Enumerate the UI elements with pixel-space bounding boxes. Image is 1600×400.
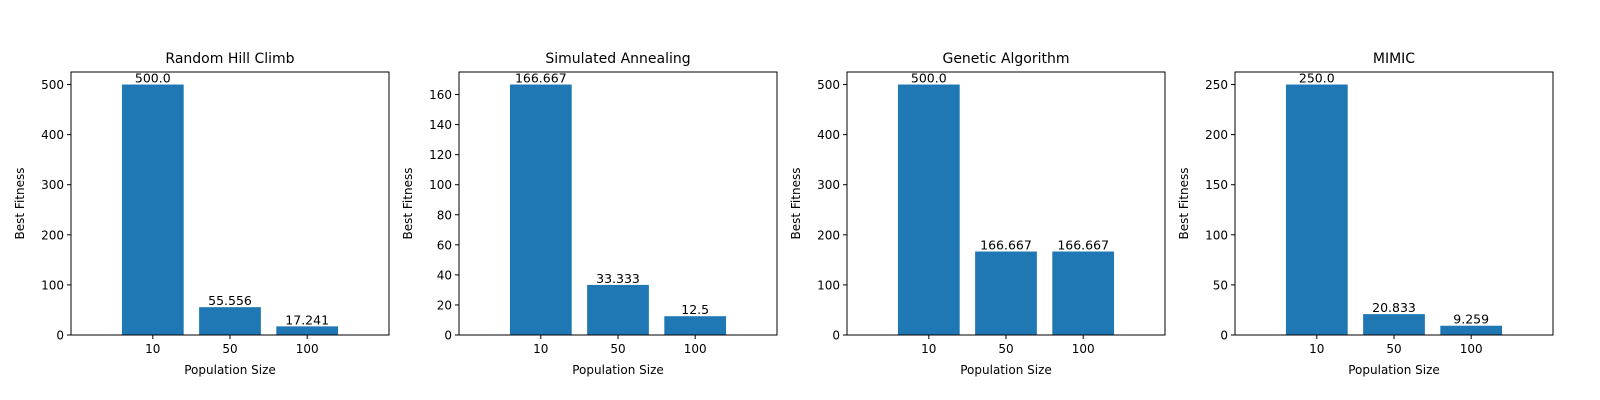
y-tick-label: 140	[429, 118, 452, 132]
x-tick-label: 10	[921, 342, 936, 356]
bar	[509, 84, 572, 335]
bar	[199, 307, 261, 335]
bar	[897, 84, 960, 336]
y-tick-label: 160	[429, 88, 452, 102]
y-tick-label: 0	[444, 329, 452, 343]
y-axis-label: Best Fitness	[1177, 168, 1191, 240]
bar	[1285, 84, 1348, 336]
x-tick-label: 50	[1386, 342, 1401, 356]
y-tick-label: 120	[429, 148, 452, 162]
chart-panel: 10 50 100 0 100 200 300 400 500 500.0 55.556 17.241…	[13, 51, 390, 377]
bar-value-label: 166.667	[1057, 238, 1109, 253]
bar	[587, 284, 649, 335]
y-tick-label: 200	[41, 228, 64, 242]
bar	[1440, 325, 1503, 335]
bar	[1052, 251, 1115, 335]
chart-title: Random Hill Climb	[165, 51, 294, 67]
y-tick-label: 80	[437, 208, 452, 222]
y-tick-label: 0	[832, 329, 840, 343]
bar-value-label: 500.0	[911, 71, 947, 86]
x-axis-label: Population Size	[960, 363, 1052, 377]
y-tick-label: 500	[817, 78, 840, 92]
chart-panel: 10 50 100 0 20 40 60 80 100 120 140 160 166.667 33.33…	[401, 51, 778, 377]
y-tick-label: 50	[1213, 278, 1228, 292]
x-tick-label: 50	[998, 342, 1013, 356]
bar-value-label: 33.333	[596, 271, 640, 286]
x-tick-label: 50	[610, 342, 625, 356]
x-tick-label: 100	[684, 342, 707, 356]
bar-value-label: 20.833	[1372, 300, 1416, 315]
y-tick-label: 250	[1205, 78, 1228, 92]
y-tick-label: 20	[437, 298, 452, 312]
y-tick-label: 150	[1205, 178, 1228, 192]
bar	[276, 326, 339, 335]
x-tick-label: 100	[296, 342, 319, 356]
bar-value-label: 12.5	[681, 302, 709, 317]
y-axis-label: Best Fitness	[13, 168, 27, 240]
x-axis-label: Population Size	[1348, 363, 1440, 377]
axes-frame	[1234, 71, 1554, 336]
y-axis-label: Best Fitness	[401, 168, 415, 240]
y-tick-label: 0	[1220, 329, 1228, 343]
chart-title: Simulated Annealing	[545, 51, 690, 67]
y-tick-label: 400	[817, 128, 840, 142]
y-tick-label: 500	[41, 78, 64, 92]
bar-value-label: 250.0	[1299, 71, 1335, 86]
chart-title: Genetic Algorithm	[942, 51, 1069, 67]
x-tick-label: 100	[1460, 342, 1483, 356]
y-tick-label: 200	[817, 228, 840, 242]
bar-value-label: 166.667	[515, 71, 567, 86]
chart-panel: 10 50 100 0 100 200 300 400 500 500.0 166.667 166.6…	[789, 51, 1166, 377]
chart-panel: 10 50 100 0 50 100 150 200 250 250.0 20.833 9.259 MI…	[1177, 51, 1554, 377]
bar	[121, 84, 184, 336]
y-tick-label: 100	[817, 278, 840, 292]
y-tick-label: 300	[817, 178, 840, 192]
y-tick-label: 400	[41, 128, 64, 142]
bar-value-label: 55.556	[208, 293, 252, 308]
x-tick-label: 10	[1309, 342, 1324, 356]
bar-value-label: 9.259	[1453, 312, 1489, 327]
bar-value-label: 17.241	[285, 312, 329, 327]
y-tick-label: 100	[1205, 228, 1228, 242]
chart-title: MIMIC	[1373, 51, 1415, 67]
x-axis-label: Population Size	[184, 363, 276, 377]
y-tick-label: 100	[429, 178, 452, 192]
x-tick-label: 10	[145, 342, 160, 356]
bar-value-label: 500.0	[135, 71, 171, 86]
x-tick-label: 100	[1072, 342, 1095, 356]
x-tick-label: 10	[533, 342, 548, 356]
y-tick-label: 200	[1205, 128, 1228, 142]
x-tick-label: 50	[222, 342, 237, 356]
bar	[975, 251, 1037, 335]
bar	[1363, 314, 1425, 335]
bar-value-label: 166.667	[980, 238, 1032, 253]
bar	[664, 316, 727, 335]
y-tick-label: 100	[41, 278, 64, 292]
y-tick-label: 300	[41, 178, 64, 192]
y-tick-label: 40	[437, 268, 452, 282]
x-axis-label: Population Size	[572, 363, 664, 377]
y-axis-label: Best Fitness	[789, 168, 803, 240]
y-tick-label: 0	[56, 329, 64, 343]
y-tick-label: 60	[437, 238, 452, 252]
